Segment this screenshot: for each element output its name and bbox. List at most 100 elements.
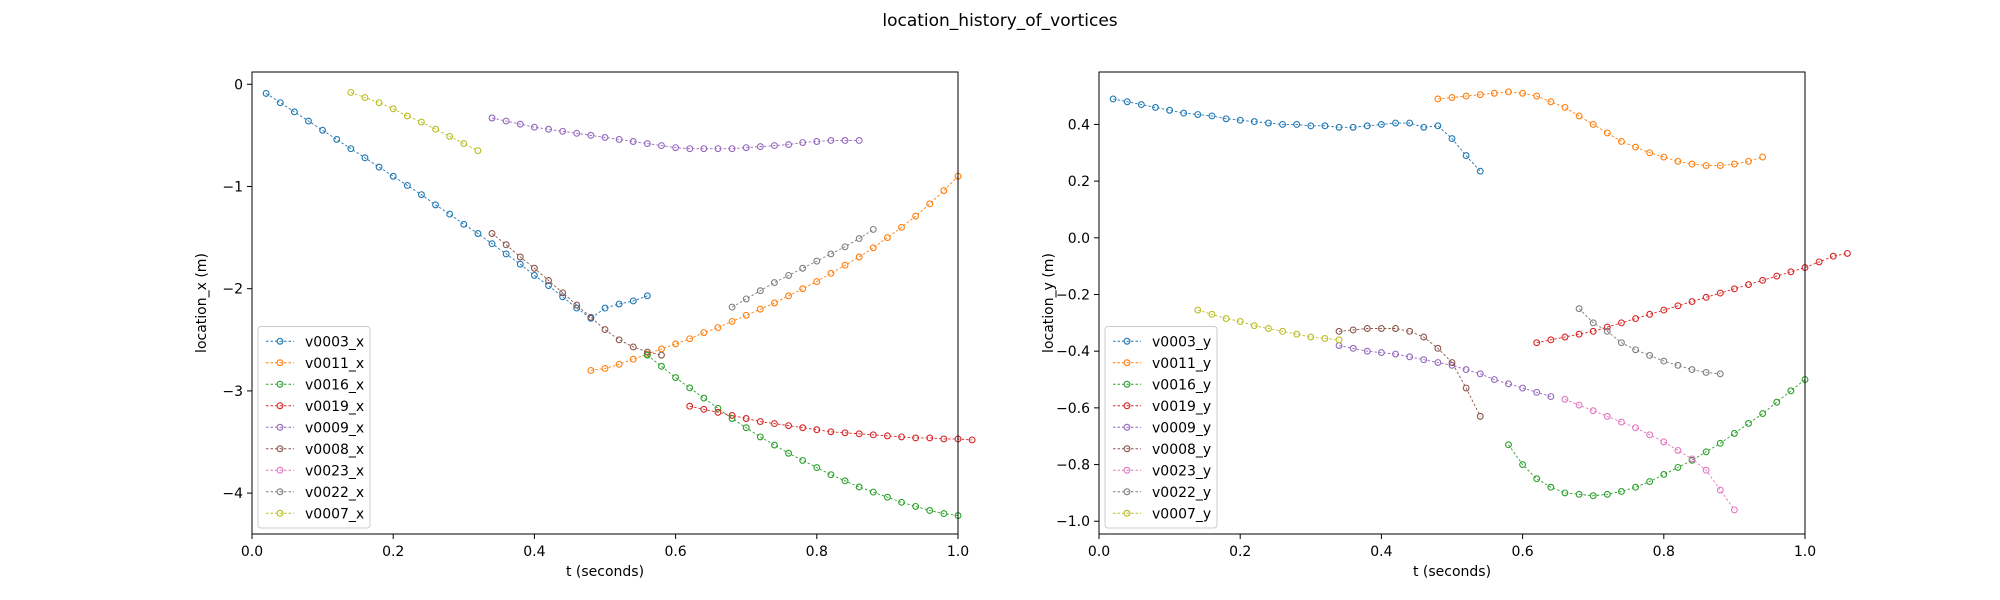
data-point-v0023_y-0 <box>1561 395 1569 403</box>
data-point-v0011_x-3 <box>629 355 637 363</box>
series-line-v0009_x <box>491 117 860 150</box>
data-point-v0009_y-1 <box>1349 344 1357 352</box>
data-point-v0022_x-3 <box>770 279 778 287</box>
legend-label: v0011_x <box>305 356 364 372</box>
y-tick-label: −1.0 <box>1056 514 1090 530</box>
data-point-v0007_x-4 <box>403 112 411 120</box>
data-point-v0011_x-19 <box>855 253 863 261</box>
data-point-v0022_y-10 <box>1716 370 1724 378</box>
data-point-v0016_x-3 <box>686 384 694 392</box>
data-point-v0023_y-9 <box>1688 455 1696 463</box>
legend-label: v0003_y <box>1152 334 1211 350</box>
data-point-v0008_y-6 <box>1420 333 1428 341</box>
data-point-v0011_x-8 <box>700 329 708 337</box>
data-point-v0023_y-2 <box>1589 407 1597 415</box>
series-line-v0008_x <box>491 233 662 356</box>
data-point-v0011_x-20 <box>869 244 877 252</box>
data-point-v0008_y-9 <box>1462 384 1470 392</box>
x-tick-label: 0.8 <box>1653 544 1675 560</box>
data-point-v0016_y-6 <box>1589 492 1597 500</box>
data-point-v0008_x-1 <box>502 241 510 249</box>
legend-label: v0023_y <box>1152 463 1211 479</box>
data-point-v0019_x-8 <box>799 424 807 432</box>
data-point-v0003_y-26 <box>1476 167 1484 175</box>
legend: v0003_x v0011_x v0016_x v0019_x v0009_x v0008… <box>257 326 371 529</box>
data-point-v0011_y-0 <box>1434 95 1442 103</box>
series-v0003_x <box>262 90 651 322</box>
data-point-v0011_x-0 <box>587 367 595 374</box>
data-point-v0009_x-26 <box>855 137 863 144</box>
data-point-v0009_y-6 <box>1420 356 1428 364</box>
legend-item-v0011_x: v0011_x <box>266 356 364 372</box>
y-tick-label: −0.8 <box>1056 458 1090 474</box>
data-point-v0003_y-15 <box>1321 122 1329 130</box>
series-v0009_x <box>488 114 863 153</box>
data-point-v0016_y-1 <box>1519 461 1527 469</box>
data-point-v0022_x-6 <box>813 257 821 265</box>
data-point-v0003_y-12 <box>1279 120 1287 128</box>
data-point-v0016_y-2 <box>1533 475 1541 483</box>
data-point-v0011_x-11 <box>742 311 750 319</box>
series-line-v0008_y <box>1338 328 1481 417</box>
data-point-v0019_y-22 <box>1843 249 1851 257</box>
data-point-v0003_y-4 <box>1166 106 1174 114</box>
series-v0022_y <box>1575 305 1724 378</box>
legend-swatch-marker <box>1123 402 1131 410</box>
data-point-v0011_x-23 <box>912 212 920 220</box>
data-point-v0022_x-5 <box>799 264 807 272</box>
data-point-v0016_x-21 <box>940 510 948 518</box>
data-point-v0003_x-0 <box>262 90 270 97</box>
data-point-v0009_y-5 <box>1406 353 1414 361</box>
data-point-v0003_y-6 <box>1194 111 1202 118</box>
data-point-v0009_x-25 <box>841 137 849 144</box>
data-point-v0009_x-17 <box>728 145 736 153</box>
panel-location-x: 0.0 0.2 0.4 0.6 0.8 1.0 0 −1 −2 −3 −4 t (seconds) lo… <box>194 71 976 580</box>
legend-swatch-marker <box>1123 423 1131 431</box>
y-tick-label: 0 <box>234 77 243 93</box>
data-point-v0019_x-14 <box>883 432 891 440</box>
data-point-v0007_x-6 <box>432 125 440 133</box>
x-tick-label: 0.6 <box>664 544 686 560</box>
x-tick-label: 0.2 <box>1229 544 1251 560</box>
legend-item-v0007_x: v0007_x <box>266 506 364 522</box>
series-line-v0003_y <box>1113 98 1481 172</box>
legend-label: v0003_x <box>305 334 364 350</box>
data-point-v0016_x-15 <box>855 483 863 491</box>
data-point-v0019_x-16 <box>912 434 920 442</box>
data-point-v0003_y-19 <box>1377 120 1385 128</box>
legend-item-v0009_x: v0009_x <box>266 420 364 436</box>
data-point-v0009_x-10 <box>629 138 637 145</box>
series-v0011_y <box>1434 88 1767 169</box>
data-point-v0011_x-16 <box>813 278 821 285</box>
data-point-v0019_y-1 <box>1547 336 1555 344</box>
data-point-v0011_y-12 <box>1603 129 1611 137</box>
legend-box <box>1104 326 1218 529</box>
data-point-v0003_x-18 <box>516 260 524 268</box>
data-point-v0022_y-6 <box>1660 357 1668 365</box>
data-point-v0022_x-10 <box>869 225 877 233</box>
data-point-v0007_x-7 <box>446 132 454 140</box>
legend-label: v0023_x <box>305 463 364 479</box>
data-point-v0009_x-22 <box>799 139 807 146</box>
data-point-v0009_x-18 <box>742 144 750 152</box>
data-point-v0009_x-24 <box>827 137 835 144</box>
legend-item-v0022_y: v0022_y <box>1113 485 1211 501</box>
data-point-v0019_y-18 <box>1787 268 1795 276</box>
data-point-v0022_x-1 <box>742 295 750 303</box>
data-point-v0009_x-4 <box>545 125 552 133</box>
data-point-v0016_x-1 <box>658 362 665 370</box>
data-point-v0009_y-15 <box>1547 393 1555 400</box>
data-point-v0022_y-7 <box>1674 361 1682 369</box>
data-point-v0016_x-13 <box>827 471 835 479</box>
data-point-v0003_x-19 <box>530 271 538 279</box>
data-point-v0003_y-23 <box>1434 122 1442 130</box>
legend-item-v0023_y: v0023_y <box>1113 463 1211 479</box>
data-point-v0019_x-0 <box>686 402 694 410</box>
data-point-v0009_y-13 <box>1519 384 1527 392</box>
data-point-v0008_x-12 <box>658 351 665 359</box>
y-tick-label: −0.2 <box>1056 287 1090 303</box>
legend-item-v0008_y: v0008_y <box>1113 442 1211 458</box>
data-point-v0003_y-9 <box>1236 116 1244 124</box>
legend-item-v0007_y: v0007_y <box>1113 506 1211 522</box>
legend-swatch-marker <box>1123 380 1131 388</box>
